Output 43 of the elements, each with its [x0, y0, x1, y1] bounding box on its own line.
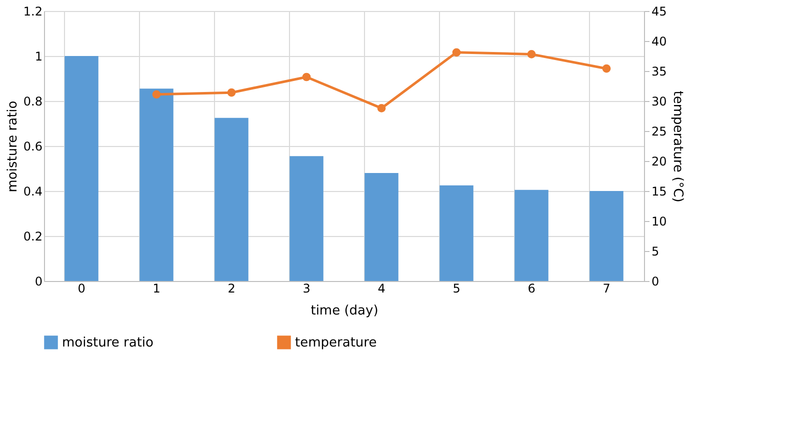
x-axis-title: time (day): [310, 304, 378, 318]
y2-axis-title: temperature (°C): [670, 90, 685, 202]
y-tick-label: 0.2: [23, 230, 42, 244]
bar: [514, 190, 548, 281]
legend-label: moisture ratio: [62, 335, 154, 350]
x-tick-label: 6: [528, 282, 536, 296]
point: [602, 64, 611, 73]
x-tick-label: 3: [302, 282, 310, 296]
y-axis-title: moisture ratio: [5, 100, 20, 192]
point: [227, 88, 236, 97]
point: [527, 50, 536, 58]
legend-label: temperature: [295, 335, 377, 350]
x-tick-label: 4: [378, 282, 386, 296]
y-tick-label: 0.6: [23, 140, 42, 154]
y2-tick-label: 45: [652, 4, 667, 18]
y-tick-label: 1: [34, 50, 42, 64]
y2-tick-label: 25: [652, 124, 667, 138]
y2-tick-label: 15: [652, 184, 667, 198]
bar: [64, 56, 98, 281]
x-tick-label: 0: [78, 282, 86, 296]
y2-tick-label: 5: [652, 244, 660, 258]
bar: [364, 173, 398, 281]
point: [152, 90, 161, 99]
bar: [140, 88, 174, 281]
y-tick-label: 1.2: [23, 4, 42, 18]
bar: [290, 156, 324, 281]
y-tick-label: 0.8: [23, 94, 42, 108]
x-tick-label: 7: [602, 282, 610, 296]
y2-tick-label: 35: [652, 64, 667, 78]
bar: [590, 191, 624, 281]
x-tick-label: 5: [452, 282, 460, 296]
y2-tick-label: 40: [652, 34, 667, 48]
y2-tick-label: 20: [652, 154, 667, 168]
x-tick-label: 2: [228, 282, 236, 296]
point: [302, 72, 311, 82]
point: [452, 48, 461, 57]
y2-tick-label: 30: [652, 94, 667, 108]
point: [377, 104, 386, 112]
x-tick-label: 1: [152, 282, 160, 296]
bar: [440, 185, 474, 281]
y2-tick-label: 10: [652, 214, 667, 228]
y-tick-label: 0.4: [23, 184, 42, 198]
bar: [214, 118, 248, 281]
